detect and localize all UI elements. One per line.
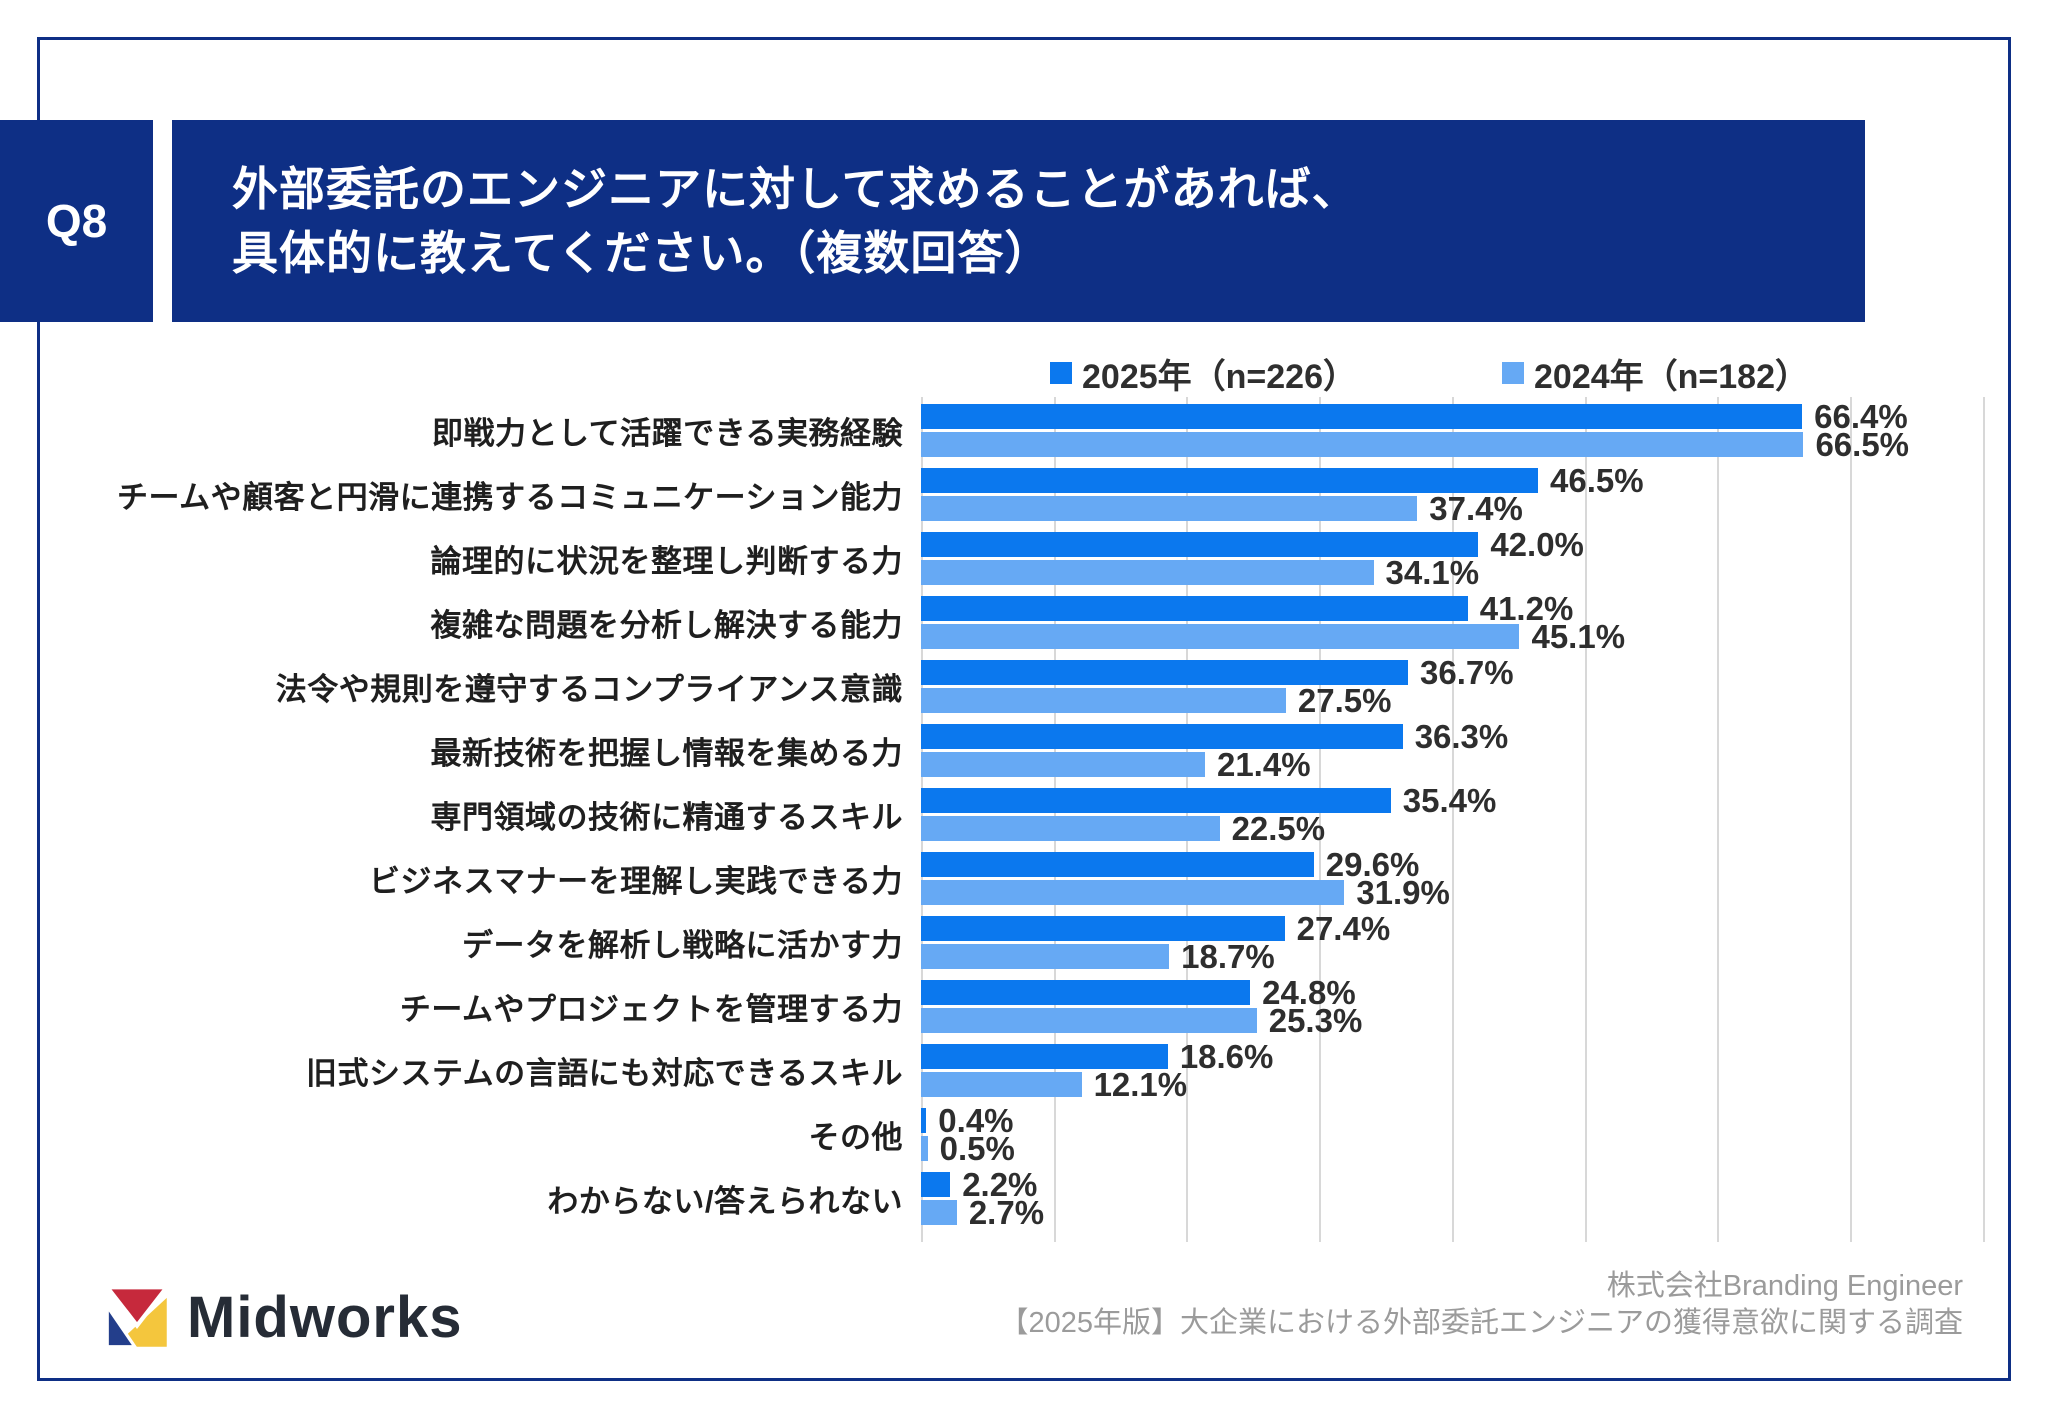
credit-company: 株式会社Branding Engineer <box>1606 1270 1963 1302</box>
value-label: 31.9% <box>1356 873 1450 911</box>
category-label: 最新技術を把握し情報を集める力 <box>430 735 903 771</box>
bar-2025 <box>921 596 1468 621</box>
value-label: 42.0% <box>1490 525 1584 563</box>
bar-2025 <box>921 1108 927 1133</box>
value-label: 29.6% <box>1325 845 1420 883</box>
gridline <box>1584 397 1587 1242</box>
bar-2025 <box>921 468 1539 493</box>
value-label: 22.5% <box>1231 809 1326 847</box>
bar-2024 <box>921 560 1374 585</box>
category-label: チームやプロジェクトを管理する力 <box>399 991 903 1027</box>
legend-item-2025: 2025年（n=226） <box>1050 349 1357 398</box>
legend: 2025年（n=226） 2024年（n=182） <box>1050 352 1809 396</box>
value-label: 27.5% <box>1297 681 1392 719</box>
category-label: チームや顧客と円滑に連携するコミュニケーション能力 <box>117 479 903 515</box>
value-label: 18.6% <box>1179 1037 1274 1075</box>
bar-2024 <box>921 944 1170 969</box>
gridline <box>1451 397 1454 1242</box>
bar-2025 <box>921 788 1391 813</box>
value-label: 36.3% <box>1414 717 1509 755</box>
value-label: 66.4% <box>1814 397 1908 435</box>
source-credit: 株式会社Branding Engineer 【2025年版】大企業における外部委… <box>999 1268 1963 1342</box>
bar-2025 <box>921 852 1314 877</box>
value-label: 2.7% <box>968 1193 1045 1231</box>
bar-2024 <box>921 1136 928 1161</box>
bar-2024 <box>921 880 1345 905</box>
value-label: 34.1% <box>1385 553 1480 591</box>
value-label: 35.4% <box>1402 781 1497 819</box>
gridline <box>1982 397 1985 1242</box>
bar-2024 <box>921 1200 957 1225</box>
bar-2025 <box>921 916 1285 941</box>
value-label: 46.5% <box>1550 461 1644 499</box>
bar-2025 <box>921 532 1479 557</box>
legend-item-2024: 2024年（n=182） <box>1502 349 1809 398</box>
category-label: 専門領域の技術に精通するスキル <box>430 799 903 835</box>
value-label: 21.4% <box>1216 745 1311 783</box>
category-label: 旧式システムの言語にも対応できるスキル <box>306 1055 903 1091</box>
bar-2024 <box>921 1072 1082 1097</box>
value-label: 45.1% <box>1531 617 1626 655</box>
bar-2024 <box>921 496 1418 521</box>
bar-chart: 即戦力として活躍できる実務経験 66.4% 66.5% チームや顧客と円滑に連携するコ… <box>0 397 2048 1245</box>
legend-label-2024: 2024年（n=182） <box>1534 357 1809 396</box>
category-label: 即戦力として活躍できる実務経験 <box>432 415 903 451</box>
gridline <box>1849 397 1852 1242</box>
legend-swatch-2024 <box>1502 362 1524 384</box>
value-label: 0.4% <box>938 1101 1014 1139</box>
midworks-wordmark: Midworks <box>187 1284 463 1350</box>
category-label: 論理的に状況を整理し判断する力 <box>430 543 903 579</box>
value-label: 0.5% <box>939 1129 1015 1167</box>
legend-swatch-2025 <box>1050 362 1072 384</box>
bar-2025 <box>921 724 1403 749</box>
category-label: 法令や規則を遵守するコンプライアンス意識 <box>275 671 903 707</box>
question-badge: Q8 <box>0 120 153 322</box>
gridline <box>1717 397 1720 1242</box>
bar-2025 <box>921 1044 1168 1069</box>
value-label: 24.8% <box>1262 973 1356 1011</box>
gridline <box>1319 397 1322 1242</box>
value-label: 18.7% <box>1181 937 1275 975</box>
category-label: わからない/答えられない <box>547 1183 903 1219</box>
value-label: 36.7% <box>1420 653 1514 691</box>
category-label: ビジネスマナーを理解し実践できる力 <box>369 863 903 899</box>
category-label: その他 <box>808 1119 903 1155</box>
category-label: 複雑な問題を分析し解決する能力 <box>430 607 903 643</box>
category-label: データを解析し戦略に活かす力 <box>462 927 903 963</box>
page-title-line1: 外部委託のエンジニアに対して求めることがあれば、 <box>232 163 1359 215</box>
midworks-logo-icon <box>103 1285 171 1349</box>
value-label: 25.3% <box>1268 1001 1363 1039</box>
bar-2025 <box>921 660 1408 685</box>
bar-2024 <box>921 816 1220 841</box>
bar-2024 <box>921 752 1205 777</box>
value-label: 66.5% <box>1815 425 1910 463</box>
bar-2024 <box>921 624 1520 649</box>
credit-survey-title: 【2025年版】大企業における外部委託エンジニアの獲得意欲に関する調査 <box>999 1307 1963 1339</box>
bar-2024 <box>921 1008 1257 1033</box>
bar-2024 <box>921 432 1804 457</box>
value-label: 37.4% <box>1429 489 1523 527</box>
value-label: 41.2% <box>1479 589 1574 627</box>
bar-2025 <box>921 404 1803 429</box>
bar-2025 <box>921 1172 951 1197</box>
bar-2024 <box>921 688 1286 713</box>
title-band: 外部委託のエンジニアに対して求めることがあれば、 具体的に教えてください。（複数… <box>172 120 1865 322</box>
legend-label-2025: 2025年（n=226） <box>1082 357 1357 396</box>
value-label: 2.2% <box>962 1165 1038 1203</box>
value-label: 12.1% <box>1093 1065 1188 1103</box>
footer-logo: Midworks <box>103 1282 463 1352</box>
value-label: 27.4% <box>1296 909 1391 947</box>
page-title-line2: 具体的に教えてください。（複数回答） <box>232 227 1052 279</box>
bar-2025 <box>921 980 1251 1005</box>
